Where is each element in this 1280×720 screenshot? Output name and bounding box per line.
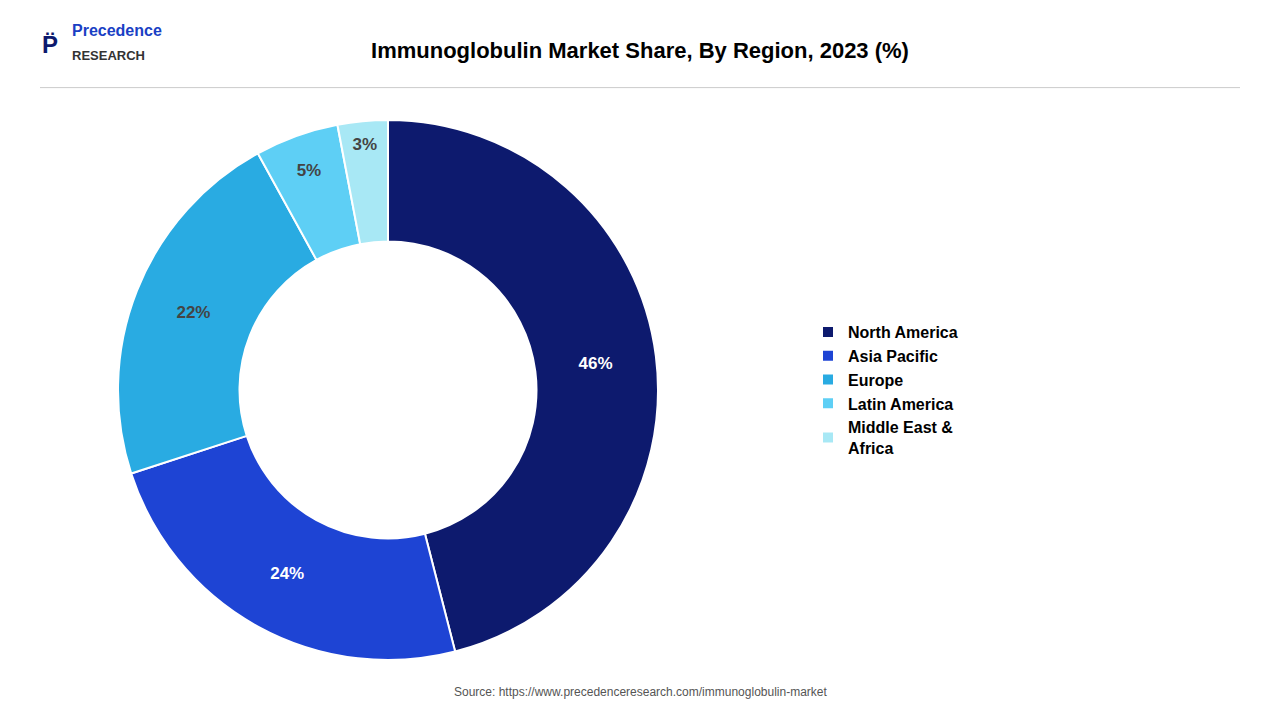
svg-text:3%: 3% bbox=[352, 135, 377, 154]
svg-text:24%: 24% bbox=[270, 564, 304, 583]
svg-text:Latin America: Latin America bbox=[848, 396, 953, 413]
svg-text:5%: 5% bbox=[297, 161, 322, 180]
svg-text:22%: 22% bbox=[176, 303, 210, 322]
svg-text:Immunoglobulin Market Share, B: Immunoglobulin Market Share, By Region, … bbox=[371, 38, 909, 63]
svg-text:Europe: Europe bbox=[848, 372, 903, 389]
svg-text:RESEARCH: RESEARCH bbox=[72, 48, 145, 63]
svg-text:Asia Pacific: Asia Pacific bbox=[848, 348, 938, 365]
svg-text:North America: North America bbox=[848, 324, 958, 341]
svg-text:Source: https://www.precedence: Source: https://www.precedenceresearch.c… bbox=[454, 685, 827, 699]
svg-text:46%: 46% bbox=[579, 354, 613, 373]
svg-text:P̈: P̈ bbox=[42, 31, 58, 58]
svg-text:Precedence: Precedence bbox=[72, 22, 162, 39]
svg-text:Middle East &Africa: Middle East &Africa bbox=[848, 419, 953, 457]
